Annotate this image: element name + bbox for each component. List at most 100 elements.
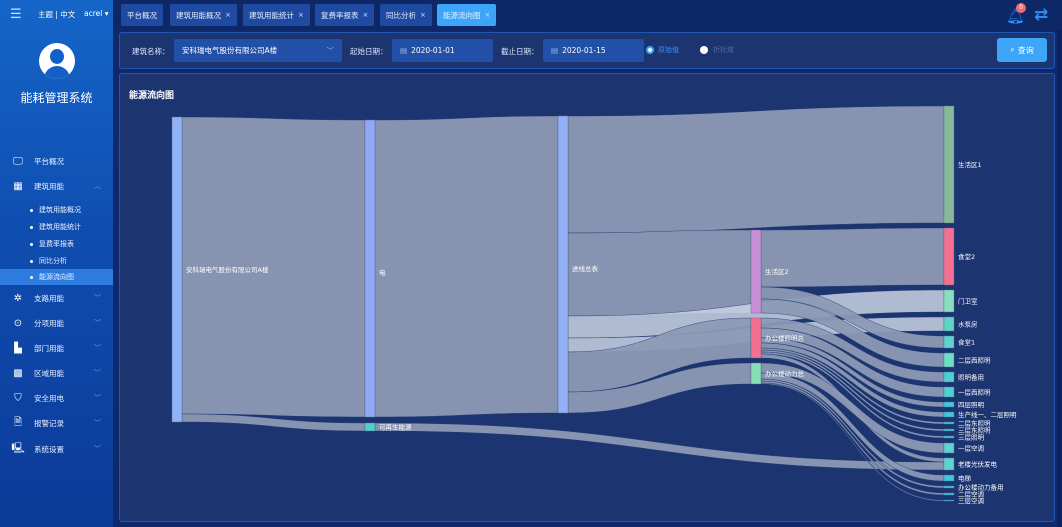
sidebar-subitem-building-overview[interactable]: 建筑用能概况: [0, 202, 113, 218]
sankey-node[interactable]: [943, 289, 955, 313]
tab-building-stats[interactable]: 建筑用能统计 ×: [243, 4, 310, 26]
sankey-node[interactable]: [364, 119, 376, 418]
sankey-node[interactable]: [943, 442, 955, 454]
chevron-down-icon: ﹀: [94, 445, 101, 453]
end-date-input[interactable]: ▤ 2020-01-15: [543, 39, 644, 62]
sankey-node[interactable]: [943, 401, 955, 408]
sidebar-item-itemized-energy[interactable]: ⊙ 分项用能 ﹀: [0, 313, 113, 333]
start-date-input[interactable]: ▤ 2020-01-01: [392, 39, 493, 62]
sankey-node[interactable]: [943, 352, 955, 368]
sidebar-subitem-energy-flow[interactable]: 能源流向图: [0, 269, 113, 285]
hamburger-menu-icon[interactable]: ☰: [10, 6, 22, 22]
sidebar-subitem-building-stats[interactable]: 建筑用能统计: [0, 219, 113, 235]
tab-energy-flow[interactable]: 能源流向图 ×: [437, 4, 497, 26]
sankey-node[interactable]: [943, 435, 955, 439]
close-icon[interactable]: ×: [225, 11, 231, 19]
top-header: 平台概况 建筑用能概况 × 建筑用能统计 × 复费率报表 × 同比分析 × 能源流向图 ×…: [113, 0, 1062, 30]
sankey-node-label: 三层空调: [958, 496, 984, 505]
calendar-icon: ▤: [400, 46, 408, 55]
chevron-down-icon: ﹀: [94, 344, 101, 352]
sankey-node[interactable]: [943, 227, 955, 286]
start-date-label: 起始日期：: [350, 47, 388, 56]
sidebar-item-label: 分项用能: [34, 318, 64, 328]
sankey-node[interactable]: [943, 421, 955, 425]
sankey-node[interactable]: [943, 371, 955, 383]
sankey-node[interactable]: [943, 428, 955, 432]
end-date-value: 2020-01-15: [562, 46, 606, 55]
sidebar-item-building-energy[interactable]: ▦ 建筑用能 ︿: [0, 176, 113, 196]
sankey-link[interactable]: [374, 115, 559, 418]
sankey-link[interactable]: [760, 227, 945, 288]
sankey-link[interactable]: [760, 380, 945, 496]
sankey-node-label: 食堂1: [958, 338, 975, 347]
sankey-link[interactable]: [567, 229, 752, 317]
chevron-down-icon: ﹀: [94, 319, 101, 327]
chart-title: 能源流向图: [129, 91, 175, 101]
building-select[interactable]: 安科瑞电气股份有限公司A楼 ﹀: [174, 39, 342, 62]
sankey-node[interactable]: [943, 316, 955, 332]
scrollbar[interactable]: [1057, 30, 1062, 527]
bullet-icon: [30, 275, 33, 279]
area-icon: ▩: [13, 367, 23, 379]
sidebar-item-department-energy[interactable]: ▙ 部门用能 ﹀: [0, 338, 113, 358]
sankey-node[interactable]: [364, 422, 376, 432]
radio-raw-value[interactable]: [646, 46, 654, 54]
sankey-node[interactable]: [943, 411, 955, 418]
refresh-icon[interactable]: ⇄: [1034, 5, 1049, 25]
sankey-node[interactable]: [943, 105, 955, 224]
subitem-label: 建筑用能概况: [39, 206, 81, 214]
tab-platform-overview[interactable]: 平台概况: [121, 4, 163, 26]
close-icon[interactable]: ×: [484, 11, 491, 19]
sidebar-subitem-rate-report[interactable]: 复费率报表: [0, 236, 113, 252]
search-button[interactable]: ⌕ 查询: [997, 38, 1047, 62]
search-icon: ⌕: [1010, 45, 1015, 54]
sankey-node[interactable]: [171, 116, 183, 423]
sidebar-item-safety-power[interactable]: ⛉ 安全用电 ﹀: [0, 388, 113, 408]
calendar-icon: ▤: [551, 46, 559, 55]
sankey-node-label: 老楼光伏发电: [958, 460, 998, 469]
close-icon[interactable]: ×: [420, 11, 426, 19]
sankey-node[interactable]: [557, 115, 569, 414]
close-icon[interactable]: ×: [298, 11, 304, 19]
sidebar-item-platform-overview[interactable]: 🖵 平台概况: [0, 151, 113, 171]
radio-standard-coal[interactable]: [700, 46, 708, 54]
user-menu[interactable]: acrel ▾: [84, 9, 109, 18]
sankey-node[interactable]: [943, 485, 955, 489]
settings-icon: 🖳: [11, 442, 25, 454]
sankey-node[interactable]: [943, 386, 955, 398]
chevron-down-icon: ﹀: [94, 294, 101, 302]
system-title: 能耗管理系统: [20, 91, 93, 105]
sankey-node[interactable]: [943, 492, 955, 496]
sankey-node-label: 四层照明: [958, 401, 985, 409]
tab-yoy-analysis[interactable]: 同比分析 ×: [380, 4, 432, 26]
sankey-node[interactable]: [943, 457, 955, 471]
sidebar-item-area-energy[interactable]: ▩ 区域用能 ﹀: [0, 363, 113, 383]
start-date-value: 2020-01-01: [411, 46, 455, 55]
sidebar-item-label: 部门用能: [34, 343, 64, 353]
sidebar-item-branch-energy[interactable]: ✲ 支路用能 ﹀: [0, 288, 113, 308]
branch-icon: ✲: [13, 292, 23, 304]
sidebar-item-system-settings[interactable]: 🖳 系统设置 ﹀: [0, 439, 113, 459]
sankey-node[interactable]: [943, 474, 955, 482]
sankey-node[interactable]: [750, 362, 762, 385]
tab-building-overview[interactable]: 建筑用能概况 ×: [170, 4, 237, 26]
sankey-node-label: 生活区1: [958, 160, 982, 169]
sankey-node[interactable]: [750, 229, 762, 314]
sankey-node-label: 一层西照明: [958, 389, 991, 397]
tab-rate-report[interactable]: 复费率报表 ×: [315, 4, 375, 26]
sidebar-subitem-yoy-analysis[interactable]: 同比分析: [0, 253, 113, 269]
sankey-node[interactable]: [750, 317, 762, 359]
sankey-link[interactable]: [567, 105, 945, 234]
tab-label: 建筑用能概况: [176, 10, 221, 20]
sankey-node[interactable]: [943, 499, 955, 502]
bullet-icon: [30, 225, 33, 229]
sankey-node-label: 三层东照明: [958, 426, 991, 435]
close-icon[interactable]: ×: [362, 11, 369, 19]
sidebar-item-alarm-records[interactable]: 🗎 报警记录 ﹀: [0, 413, 113, 433]
radio-standard-coal-label: 折标煤: [713, 46, 734, 54]
shield-icon: ⛉: [14, 392, 22, 404]
theme-language-switch[interactable]: 主题 | 中文: [38, 10, 76, 19]
sankey-node-label: 水泵房: [958, 320, 978, 329]
sankey-node[interactable]: [943, 335, 955, 349]
